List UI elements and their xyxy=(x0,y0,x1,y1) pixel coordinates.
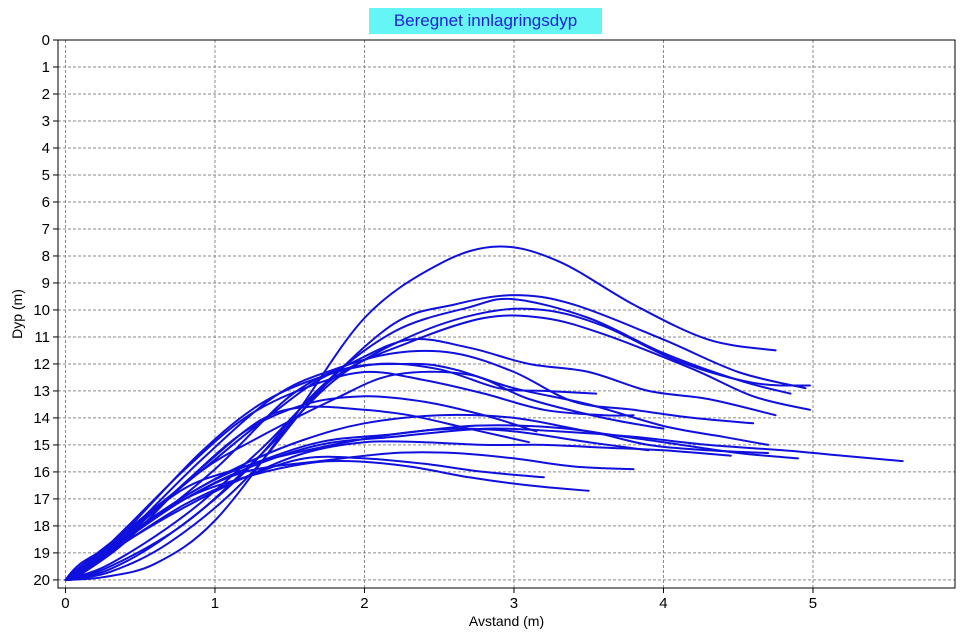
series-line-17 xyxy=(64,459,590,581)
y-tick-label: 0 xyxy=(42,32,50,49)
series-line-10 xyxy=(64,370,635,581)
y-tick-label: 5 xyxy=(42,167,50,184)
series-line-2 xyxy=(64,294,807,581)
y-tick-label: 2 xyxy=(42,86,50,103)
x-axis-label: Avstand (m) xyxy=(469,613,544,629)
y-tick-label: 10 xyxy=(33,302,50,319)
series-line-5 xyxy=(64,314,811,581)
y-tick-label: 4 xyxy=(42,140,50,157)
series-line-21 xyxy=(64,427,650,581)
series-line-20 xyxy=(64,440,732,581)
x-tick-label: 3 xyxy=(510,595,518,612)
series-line-6 xyxy=(64,338,777,581)
y-tick-label: 19 xyxy=(33,545,50,562)
y-tick-label: 14 xyxy=(33,410,50,427)
y-axis-label: Dyp (m) xyxy=(9,289,25,339)
y-tick-label: 16 xyxy=(33,464,50,481)
y-tick-label: 17 xyxy=(33,491,50,508)
series-group xyxy=(64,245,904,581)
y-tick-label: 8 xyxy=(42,248,50,265)
grid xyxy=(58,39,955,588)
plot-frame xyxy=(57,39,956,589)
x-tick-label: 0 xyxy=(61,595,69,612)
y-tick-label: 12 xyxy=(33,356,50,373)
y-tick-label: 15 xyxy=(33,437,50,454)
y-tick-label: 7 xyxy=(42,221,50,238)
series-line-19 xyxy=(64,413,799,581)
series-line-14 xyxy=(64,424,770,581)
y-tick-label: 18 xyxy=(33,518,50,535)
series-line-1 xyxy=(64,245,777,581)
x-tick-label: 4 xyxy=(659,595,667,612)
series-line-13 xyxy=(64,395,538,581)
x-tick-label: 1 xyxy=(211,595,219,612)
x-tick-label: 5 xyxy=(809,595,817,612)
y-tick-label: 3 xyxy=(42,113,50,130)
chart-title: Beregnet innlagringsdyp xyxy=(369,8,602,34)
y-tick-label: 20 xyxy=(33,572,50,589)
y-tick-label: 11 xyxy=(34,329,50,346)
y-tick-label: 13 xyxy=(33,383,50,400)
series-line-7 xyxy=(64,349,755,581)
y-tick-label: 1 xyxy=(42,59,50,76)
y-tick-label: 9 xyxy=(42,275,50,292)
series-line-3 xyxy=(64,297,792,581)
x-tick-label: 2 xyxy=(360,595,368,612)
y-tick-label: 6 xyxy=(42,194,50,211)
series-line-4 xyxy=(64,307,811,581)
